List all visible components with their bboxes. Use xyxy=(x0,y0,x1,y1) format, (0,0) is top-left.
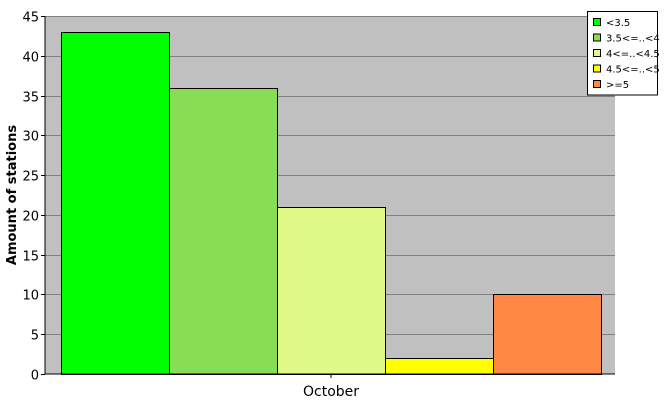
y-axis: 0 5 10 15 20 25 30 35 40 45 xyxy=(22,11,46,384)
bar xyxy=(493,294,602,375)
legend-swatch xyxy=(593,80,601,88)
bar xyxy=(277,207,386,375)
y-tick-label: 25 xyxy=(22,170,39,185)
legend-label: 3.5<=..<4 xyxy=(606,34,660,45)
legend-swatch xyxy=(593,49,601,57)
y-tick-label: 15 xyxy=(22,250,39,265)
legend-label: 4.5<=..<5 xyxy=(606,65,660,76)
x-tick-label: October xyxy=(303,384,359,400)
y-tick-label: 0 xyxy=(31,369,39,384)
bar xyxy=(169,88,278,375)
y-tick-label: 5 xyxy=(31,329,39,344)
y-tick-label: 45 xyxy=(22,11,39,26)
bar xyxy=(385,358,494,375)
y-axis-label: Amount of stations xyxy=(5,125,20,265)
y-tick-label: 40 xyxy=(22,51,39,66)
legend-label: <3.5 xyxy=(606,18,630,29)
legend-swatch xyxy=(593,33,601,42)
y-tick-label: 35 xyxy=(22,91,39,106)
y-tick-label: 20 xyxy=(22,210,39,225)
legend-label: 4<=..<4.5 xyxy=(606,49,660,60)
legend-label: >=5 xyxy=(606,80,629,91)
legend-swatch xyxy=(593,64,601,73)
legend-swatch xyxy=(593,18,601,26)
x-axis: October xyxy=(45,373,615,400)
y-tick-label: 10 xyxy=(22,289,39,304)
legend: <3.5 3.5<=..<4 4<=..<4.5 4.5<=..<5 >=5 xyxy=(587,11,660,96)
bar xyxy=(61,32,170,375)
y-tick-label: 30 xyxy=(22,130,39,145)
bars xyxy=(61,32,602,375)
